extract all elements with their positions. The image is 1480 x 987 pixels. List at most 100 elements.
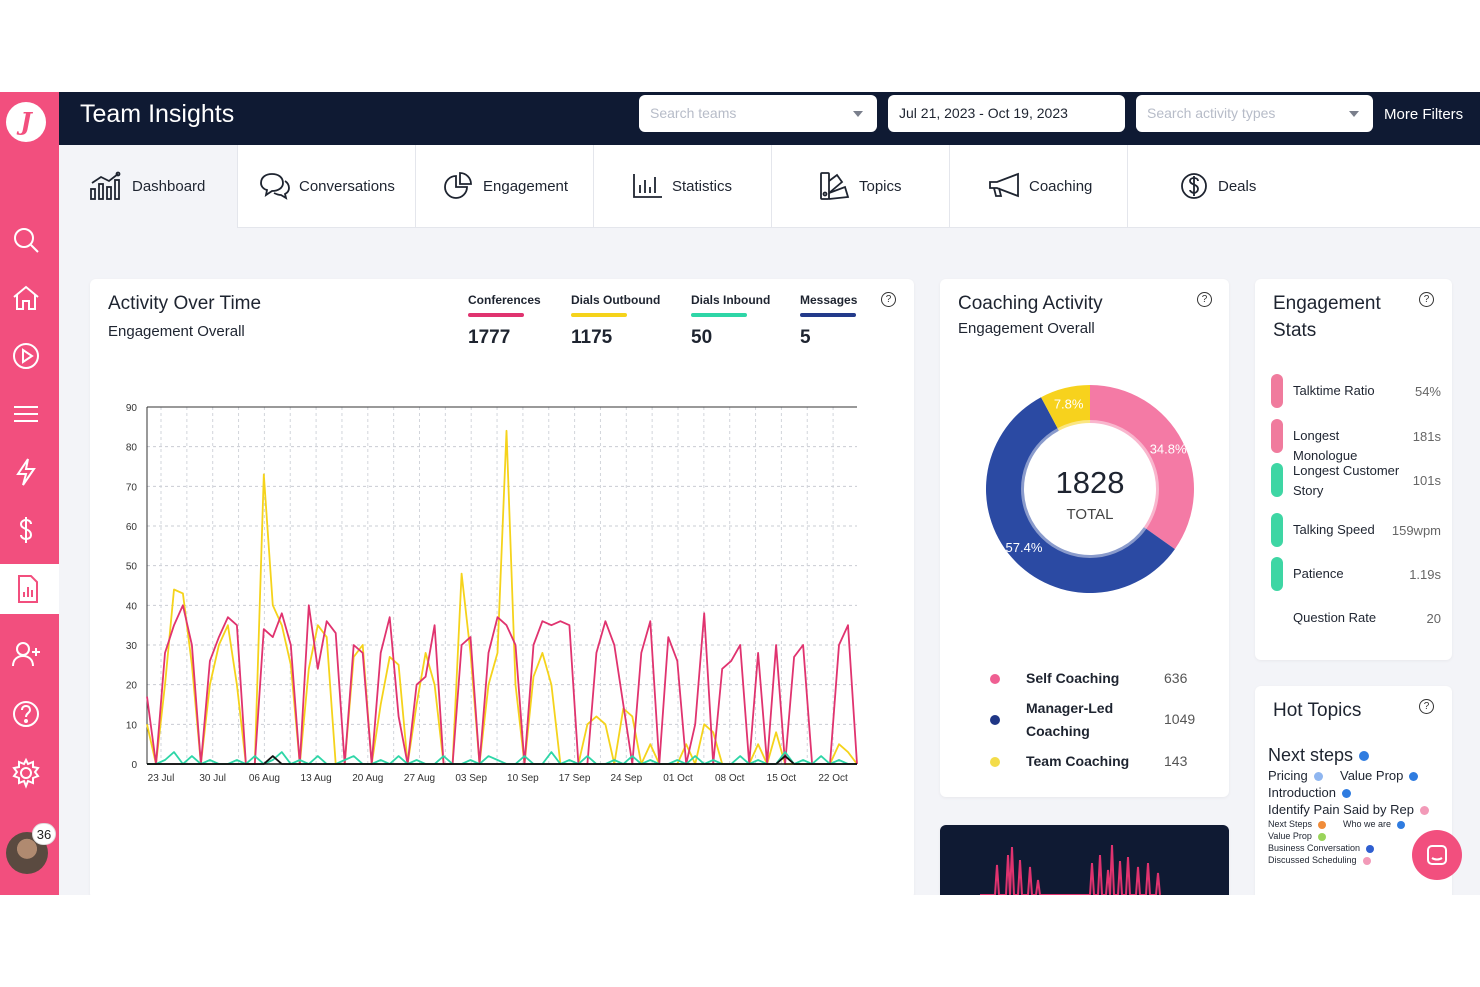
tab-conversations[interactable]: Conversations xyxy=(237,145,415,228)
stat-name: Talktime Ratio xyxy=(1293,383,1375,398)
y-tick-label: 70 xyxy=(126,482,138,493)
topic-item[interactable]: Next steps xyxy=(1268,745,1370,766)
x-tick-label: 08 Oct xyxy=(715,773,745,784)
topic-dot xyxy=(1366,844,1375,853)
menu-icon[interactable] xyxy=(10,398,42,430)
search-icon[interactable] xyxy=(10,224,42,256)
topic-item[interactable]: Next Steps xyxy=(1268,819,1327,829)
x-tick-label: 15 Oct xyxy=(767,773,797,784)
topic-dot xyxy=(1409,772,1419,782)
legend-name: Manager-Led Coaching xyxy=(1026,700,1114,739)
tab-deals[interactable]: Deals xyxy=(1127,145,1305,228)
metric-color-bar xyxy=(800,313,856,317)
metric-name: Dials Inbound xyxy=(691,293,771,307)
x-tick-label: 20 Aug xyxy=(352,773,383,784)
topic-item[interactable]: Business Conversation xyxy=(1268,843,1375,853)
mini-activity-sparkline xyxy=(980,844,1161,895)
stat-name: Longest Customer Story xyxy=(1293,463,1400,498)
stat-name: Longest Monologue xyxy=(1293,428,1358,463)
series-line-dials-outbound xyxy=(146,429,858,765)
metric-color-bar xyxy=(468,313,524,317)
tab-statistics[interactable]: Statistics xyxy=(593,145,771,228)
tab-label: Deals xyxy=(1218,178,1257,195)
sidebar-item-reports-active[interactable] xyxy=(0,564,59,614)
stat-talktime-ratio: Talktime Ratio 54% xyxy=(1271,374,1441,414)
stat-value: 20 xyxy=(1426,611,1441,626)
y-tick-label: 40 xyxy=(126,601,138,612)
stat-value: 159wpm xyxy=(1391,523,1441,538)
legend-dot xyxy=(990,715,1000,725)
legend-value: 1049 xyxy=(1164,711,1196,727)
lightning-icon[interactable] xyxy=(10,456,42,488)
topic-item[interactable]: Introduction xyxy=(1268,785,1351,800)
legend-self-coaching: Self Coaching 636 xyxy=(940,667,1230,690)
metric-value: 1175 xyxy=(571,327,613,348)
topic-dot xyxy=(1318,820,1327,829)
play-icon[interactable] xyxy=(10,340,42,372)
metric-name: Messages xyxy=(800,293,858,307)
stat-name: Patience xyxy=(1293,566,1344,581)
chat-launcher-button[interactable] xyxy=(1412,830,1462,880)
activity-line-chart: 0 10 20 30 40 50 60 70 80 90 23 Jul 30 Jul 06 Aug 13 … xyxy=(126,403,858,784)
metric-name: Conferences xyxy=(468,293,541,307)
topic-item[interactable]: Discussed Scheduling xyxy=(1268,855,1371,865)
legend-name: Self Coaching xyxy=(1026,670,1120,686)
search-activity-select[interactable]: Search activity types xyxy=(1136,95,1373,132)
help-icon[interactable]: ? xyxy=(1197,292,1212,307)
y-tick-label: 50 xyxy=(126,562,138,573)
metric-value: 5 xyxy=(800,327,811,348)
dollar-icon[interactable] xyxy=(10,514,42,546)
pie-chart-icon xyxy=(444,172,472,199)
stat-question-rate: Question Rate 20 xyxy=(1271,601,1441,641)
stat-value: 54% xyxy=(1414,384,1441,399)
x-tick-label: 30 Jul xyxy=(199,773,226,784)
coaching-activity-card: Coaching Activity Engagement Overall ? 3… xyxy=(940,279,1229,797)
more-filters-button[interactable]: More Filters xyxy=(1384,106,1464,123)
chat-bubbles-icon xyxy=(260,173,290,200)
page-title: Team Insights xyxy=(80,100,235,128)
engagement-stats-card: Engagement Stats ? Talktime Ratio 54% Lo… xyxy=(1255,279,1452,660)
topic-item[interactable]: Identify Pain Said by Rep xyxy=(1268,802,1429,817)
chevron-down-icon xyxy=(1349,111,1359,117)
card-title: Coaching Activity xyxy=(958,293,1103,314)
stat-value: 101s xyxy=(1412,473,1441,488)
add-user-icon[interactable] xyxy=(10,638,42,670)
topic-item[interactable]: Pricing xyxy=(1268,768,1323,783)
search-teams-select[interactable]: Search teams xyxy=(639,95,877,132)
stat-color-bar xyxy=(1271,463,1283,497)
home-icon[interactable] xyxy=(10,282,42,314)
app: J 36 Te xyxy=(0,92,1480,895)
topic-item[interactable]: Value Prop xyxy=(1268,831,1326,841)
tab-coaching[interactable]: Coaching xyxy=(949,145,1127,228)
x-tick-label: 13 Aug xyxy=(301,773,332,784)
tab-label: Statistics xyxy=(672,178,733,195)
coaching-donut-chart: 34.8% 57.4% 7.8% 1828 TOTAL xyxy=(986,385,1194,593)
stat-value: 1.19s xyxy=(1409,567,1441,582)
help-icon[interactable] xyxy=(10,698,42,730)
help-icon[interactable]: ? xyxy=(881,292,896,307)
stat-color-bar xyxy=(1271,419,1283,453)
tab-dashboard[interactable]: Dashboard xyxy=(59,145,237,228)
header-bar: Team Insights Search teams Jul 21, 2023 … xyxy=(59,92,1480,145)
legend-name: Team Coaching xyxy=(1026,753,1130,769)
tab-topics[interactable]: Topics xyxy=(771,145,949,228)
x-tick-label: 03 Sep xyxy=(455,773,487,784)
stat-longest-monologue: Longest Monologue 181s xyxy=(1271,419,1441,463)
help-icon[interactable]: ? xyxy=(1419,292,1434,307)
app-logo[interactable]: J xyxy=(6,102,46,142)
topic-dot xyxy=(1341,789,1351,799)
y-tick-label: 10 xyxy=(126,720,138,731)
help-icon[interactable]: ? xyxy=(1419,699,1434,714)
tab-engagement[interactable]: Engagement xyxy=(415,145,593,228)
gear-icon[interactable] xyxy=(10,757,42,789)
date-range-picker[interactable]: Jul 21, 2023 - Oct 19, 2023 xyxy=(888,95,1125,132)
x-tick-label: 10 Sep xyxy=(507,773,539,784)
tab-label: Coaching xyxy=(1029,178,1093,195)
card-title: Hot Topics xyxy=(1273,700,1362,721)
topic-item[interactable]: Who we are xyxy=(1343,819,1406,829)
y-tick-label: 20 xyxy=(126,681,138,692)
card-title-line1: Engagement xyxy=(1273,293,1381,314)
y-tick-label: 90 xyxy=(126,403,138,414)
topic-item[interactable]: Value Prop xyxy=(1340,768,1419,783)
metric-color-bar xyxy=(691,313,747,317)
